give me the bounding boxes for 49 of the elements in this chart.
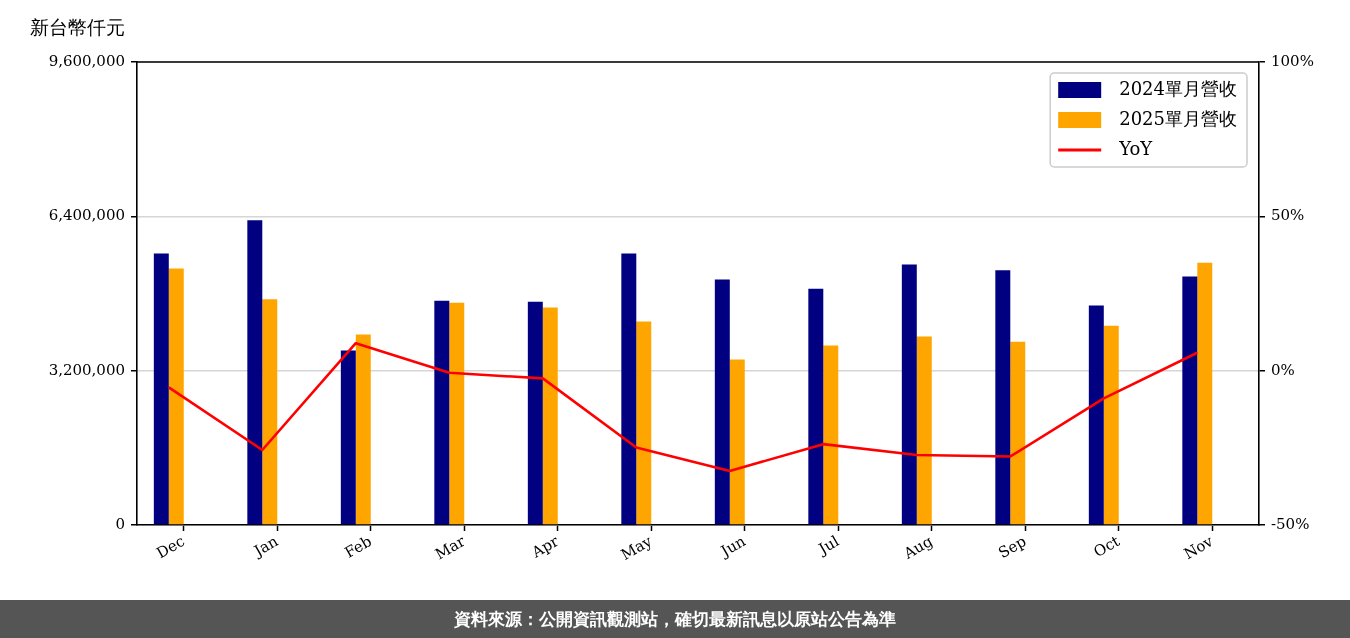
- bar: [153, 253, 169, 525]
- y2-tick-label: -50%: [1271, 514, 1310, 533]
- bar: [1010, 341, 1026, 525]
- x-tick-label: Jan: [249, 531, 282, 561]
- bar: [449, 302, 465, 525]
- bar: [340, 350, 356, 525]
- legend-label: 2024單月營收: [1119, 77, 1237, 99]
- bar: [901, 264, 917, 525]
- y-tick-label: 3,200,000: [48, 360, 125, 379]
- x-tick-label: Oct: [1090, 532, 1123, 561]
- bar: [434, 300, 450, 525]
- x-tick-label: Mar: [431, 531, 469, 564]
- bar: [1103, 325, 1119, 525]
- bar: [916, 336, 932, 525]
- bar: [808, 288, 824, 525]
- bar: [527, 301, 543, 525]
- bar: [1182, 276, 1198, 525]
- x-tick-label: Dec: [153, 532, 188, 563]
- bar: [1088, 305, 1104, 525]
- x-tick-label: May: [617, 531, 656, 564]
- y2-tick-label: 100%: [1271, 51, 1314, 70]
- bar: [729, 359, 745, 525]
- y2-tick-label: 0%: [1271, 360, 1295, 379]
- x-tick-label: Nov: [1180, 531, 1217, 563]
- y-tick-label: 6,400,000: [48, 206, 125, 225]
- bar: [621, 253, 637, 525]
- legend-label: 2025單月營收: [1119, 107, 1237, 129]
- y-tick-label: 0: [115, 514, 125, 533]
- bar: [823, 345, 839, 525]
- bar: [355, 334, 371, 525]
- bar: [636, 321, 652, 525]
- x-tick-label: Aug: [899, 531, 937, 564]
- bar: [714, 279, 730, 525]
- bar: [247, 220, 263, 525]
- x-tick-label: Jun: [716, 531, 749, 562]
- bar: [995, 270, 1011, 525]
- bar: [168, 268, 184, 525]
- y2-tick-label: 50%: [1271, 206, 1305, 225]
- x-tick-label: Feb: [341, 532, 375, 562]
- y-axis-title: 新台幣仟元: [30, 15, 125, 39]
- bar: [262, 299, 278, 525]
- legend-label: YoY: [1118, 137, 1154, 159]
- x-tick-label: Sep: [995, 532, 1030, 562]
- bar: [542, 307, 558, 525]
- source-note: 資料來源：公開資訊觀測站，確切最新訊息以原站公告為準: [454, 608, 896, 630]
- x-tick-label: Apr: [527, 531, 563, 562]
- y-tick-label: 9,600,000: [48, 51, 125, 70]
- x-tick-label: Jul: [813, 531, 843, 559]
- bar: [1197, 262, 1213, 525]
